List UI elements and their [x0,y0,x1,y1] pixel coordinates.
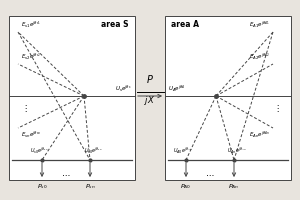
Bar [165,16,291,180]
Text: $U_{A0}e^{j\delta_{A0}}$: $U_{A0}e^{j\delta_{A0}}$ [173,146,193,156]
Text: $U_{An}e^{j\delta_{An}}$: $U_{An}e^{j\delta_{An}}$ [227,146,247,156]
Text: $U_Ae^{j\delta_A}$: $U_Ae^{j\delta_A}$ [168,84,186,94]
Text: $E_{s2}e^{j\delta_{s2}}$: $E_{s2}e^{j\delta_{s2}}$ [21,52,41,62]
Text: area A: area A [171,20,199,29]
Text: $jX$: $jX$ [144,94,156,107]
Text: $E_{An}e^{j\delta_{An}}$: $E_{An}e^{j\delta_{An}}$ [249,130,270,140]
Text: $E_{A1}e^{j\delta_{A1}}$: $E_{A1}e^{j\delta_{A1}}$ [249,20,270,30]
Text: $\cdots$: $\cdots$ [205,170,215,178]
Text: $P$: $P$ [146,73,154,85]
Text: $P_{s0}$: $P_{s0}$ [37,182,47,191]
Bar [9,16,135,180]
Text: $P_{An}$: $P_{An}$ [228,182,240,191]
Text: $E_{A2}e^{j\delta_{A2}}$: $E_{A2}e^{j\delta_{A2}}$ [249,52,270,62]
Text: $\vdots$: $\vdots$ [273,102,279,114]
Text: area S: area S [101,20,129,29]
Text: $P_{sn}$: $P_{sn}$ [85,182,95,191]
Text: $U_se^{j\delta_s}$: $U_se^{j\delta_s}$ [116,84,132,94]
Text: $U_{s0}e^{j\delta_{s0}}$: $U_{s0}e^{j\delta_{s0}}$ [84,146,102,156]
Text: $\cdots$: $\cdots$ [61,170,71,178]
Text: $U_{s0}e^{j\delta_{s0}}$: $U_{s0}e^{j\delta_{s0}}$ [30,146,48,156]
Text: $E_{s1}e^{j\delta_{s1}}$: $E_{s1}e^{j\delta_{s1}}$ [21,20,41,30]
Text: $E_{sn}e^{j\delta_{sn}}$: $E_{sn}e^{j\delta_{sn}}$ [21,130,41,140]
Text: $\vdots$: $\vdots$ [21,102,27,114]
Text: $P_{A0}$: $P_{A0}$ [180,182,192,191]
